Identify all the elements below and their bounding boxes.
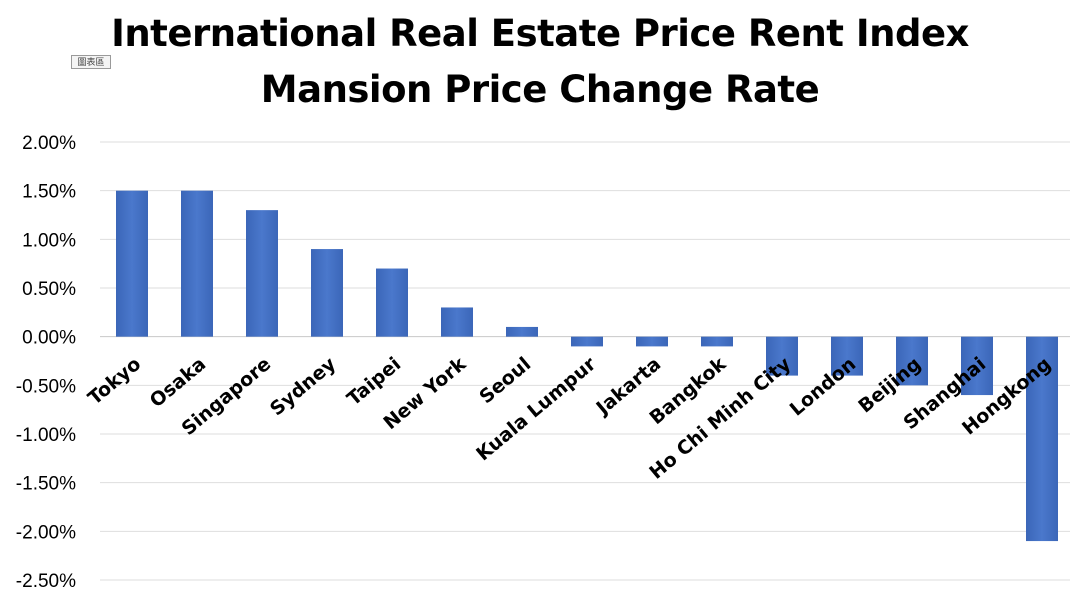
bar-kuala-lumpur bbox=[571, 336, 603, 347]
bar-tokyo bbox=[116, 190, 148, 337]
bar-bangkok bbox=[701, 336, 733, 347]
bar-jakarta bbox=[636, 336, 668, 347]
bar-hongkong bbox=[1026, 336, 1058, 542]
y-tick-label: -0.50% bbox=[16, 376, 76, 397]
x-category-label: Seoul bbox=[475, 353, 535, 408]
y-tick-label: 1.50% bbox=[22, 182, 76, 203]
chart-title: International Real Estate Price Rent Ind… bbox=[111, 12, 969, 55]
y-tick-label: 0.00% bbox=[22, 328, 76, 349]
y-tick-label: 1.00% bbox=[22, 230, 76, 251]
y-tick-label: -2.50% bbox=[16, 571, 76, 592]
bar-sydney bbox=[311, 249, 343, 337]
bar-london bbox=[831, 336, 863, 376]
chart-area-tag: 圖表區 bbox=[71, 55, 111, 69]
bars bbox=[116, 190, 1058, 542]
y-tick-label: 0.50% bbox=[22, 279, 76, 300]
x-category-label: Taipei bbox=[343, 353, 405, 410]
bar-new-york bbox=[441, 307, 473, 337]
bar-singapore bbox=[246, 210, 278, 337]
y-tick-label: -1.50% bbox=[16, 474, 76, 495]
y-tick-label: 2.00% bbox=[22, 133, 76, 154]
x-category-label: Sydney bbox=[266, 353, 341, 421]
y-axis-tick-labels: 2.00% 1.50% 1.00% 0.50% 0.00% -0.50% -1.00% -1.… bbox=[16, 133, 76, 592]
bar-beijing bbox=[896, 336, 928, 386]
y-tick-label: -2.00% bbox=[16, 522, 76, 543]
bar-ho-chi-minh-city bbox=[766, 336, 798, 376]
chart-subtitle: Mansion Price Change Rate bbox=[260, 68, 820, 111]
x-category-label: Tokyo bbox=[84, 353, 145, 409]
x-category-label: Kuala Lumpur bbox=[472, 353, 600, 466]
bar-taipei bbox=[376, 268, 408, 337]
bar-seoul bbox=[506, 326, 538, 337]
bar-osaka bbox=[181, 190, 213, 337]
bar-shanghai bbox=[961, 336, 993, 396]
y-tick-label: -1.00% bbox=[16, 425, 76, 446]
